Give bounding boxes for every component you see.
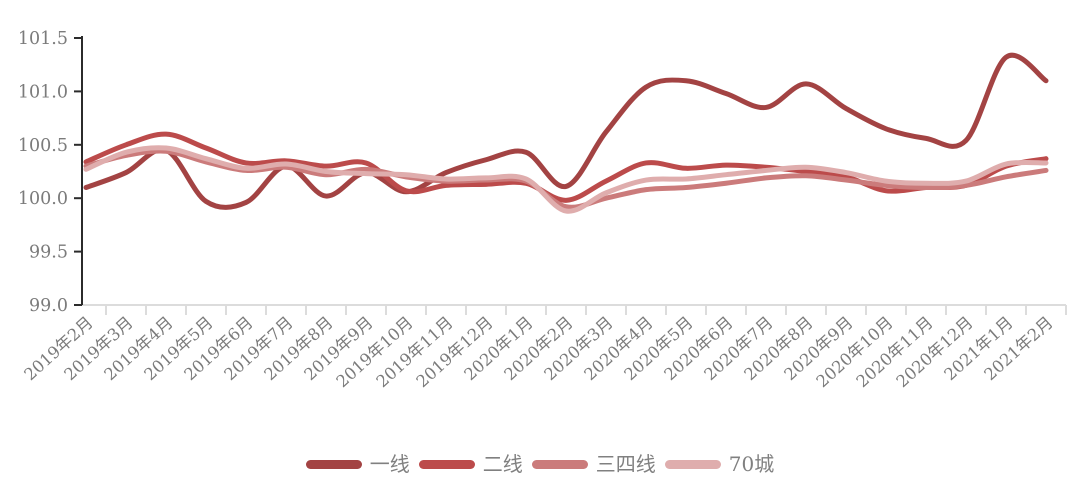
legend-item-3[interactable]: 70城 (664, 452, 775, 476)
series-line-0 (83, 52, 1049, 210)
y-axis-label: 99.5 (29, 243, 68, 263)
y-axis-label: 99.0 (29, 296, 68, 316)
legend-label: 70城 (728, 452, 775, 476)
legend-item-1[interactable]: 二线 (418, 452, 523, 476)
legend-item-0[interactable]: 一线 (305, 452, 410, 476)
legend-label: 一线 (369, 452, 410, 476)
y-axis-label: 100.5 (18, 136, 68, 156)
legend-label: 二线 (482, 452, 523, 476)
legend-swatch-icon (305, 459, 362, 469)
legend-label: 三四线 (595, 452, 656, 476)
legend-item-2[interactable]: 三四线 (531, 452, 656, 476)
y-axis-label: 101.5 (18, 29, 68, 49)
y-axis-label: 101.0 (18, 82, 68, 102)
series-line-1 (83, 131, 1049, 203)
legend-swatch-icon (531, 459, 588, 469)
legend-swatch-icon (664, 459, 721, 469)
legend-swatch-icon (418, 459, 475, 469)
series-line-3 (83, 145, 1049, 214)
y-axis-label: 100.0 (18, 189, 68, 209)
chart-legend: 一线 二线 三四线 70城 (0, 454, 1080, 474)
